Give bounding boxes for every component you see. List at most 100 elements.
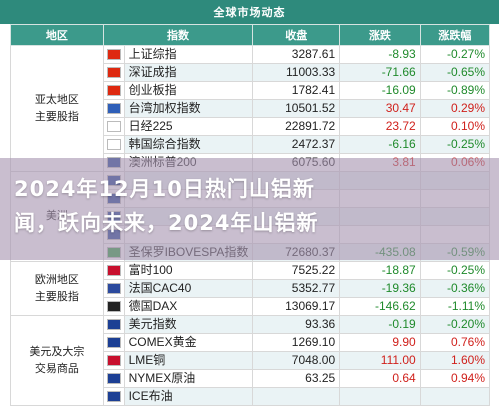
close-value: 2472.37: [252, 135, 341, 154]
region-cell: 亚太地区 主要股指: [10, 45, 104, 172]
index-name: 法国CAC40: [123, 279, 254, 298]
table-row: 深证成指 11003.33 -71.66 -0.65%: [11, 63, 491, 82]
region-line-1: 亚太地区: [34, 93, 79, 106]
flag-cell: [102, 315, 125, 334]
table-row: NYMEX原油 63.25 0.64 0.94%: [11, 369, 491, 388]
change-value: -19.36: [339, 279, 421, 298]
pct-value: -0.36%: [419, 279, 491, 298]
index-name: LME铜: [123, 351, 254, 370]
change-value: -0.19: [339, 315, 421, 334]
flag-icon: [106, 373, 121, 385]
flag-cell: [102, 135, 125, 154]
flag-cell: [102, 297, 125, 316]
header-pct: 涨跌幅: [419, 24, 491, 46]
close-value: 10501.52: [252, 99, 341, 118]
flag-cell: [102, 261, 125, 280]
change-value: -6.16: [339, 135, 421, 154]
flag-icon: [106, 49, 121, 61]
pct-value: -0.27%: [419, 45, 491, 64]
flag-icon: [106, 121, 121, 133]
header-region: 地区: [10, 24, 104, 46]
change-value: [339, 387, 421, 406]
table-row: LME铜 7048.00 111.00 1.60%: [11, 351, 491, 370]
index-name: 富时100: [123, 261, 254, 280]
flag-cell: [102, 369, 125, 388]
flag-icon: [106, 319, 121, 331]
pct-value: [419, 387, 491, 406]
pct-value: 0.10%: [419, 117, 491, 136]
pct-value: -0.89%: [419, 81, 491, 100]
close-value: 11003.33: [252, 63, 341, 82]
headline-line-1: 2024年12月10日热门山铝新: [14, 177, 315, 201]
close-value: 1782.41: [252, 81, 341, 100]
index-name: ICE布油: [123, 387, 254, 406]
table-row: COMEX黄金 1269.10 9.90 0.76%: [11, 333, 491, 352]
index-name: 韩国综合指数: [123, 135, 254, 154]
header-change: 涨跌: [339, 24, 421, 46]
close-value: 7048.00: [252, 351, 341, 370]
header-index: 指数: [102, 24, 254, 46]
pct-value: -0.20%: [419, 315, 491, 334]
close-value: 93.36: [252, 315, 341, 334]
index-name: NYMEX原油: [123, 369, 254, 388]
change-value: 30.47: [339, 99, 421, 118]
flag-cell: [102, 333, 125, 352]
table-row: 法国CAC40 5352.77 -19.36 -0.36%: [11, 279, 491, 298]
flag-cell: [102, 351, 125, 370]
table-row: 欧洲地区 主要股指 富时100 7525.22 -18.87 -0.25%: [10, 261, 491, 316]
headline-line-2: 闻，跃向未来，2024年山铝新: [14, 211, 319, 235]
table-title: 全球市场动态: [0, 0, 499, 24]
close-value: 1269.10: [252, 333, 341, 352]
index-name: 深证成指: [123, 63, 254, 82]
region-line-1: 欧洲地区: [34, 273, 79, 286]
flag-icon: [106, 85, 121, 97]
table-row: 韩国综合指数 2472.37 -6.16 -0.25%: [11, 135, 491, 154]
flag-cell: [102, 45, 125, 64]
flag-icon: [106, 337, 121, 349]
close-value: 3287.61: [252, 45, 341, 64]
close-value: 5352.77: [252, 279, 341, 298]
flag-cell: [102, 117, 125, 136]
index-name: 美元指数: [123, 315, 254, 334]
table-row: ICE布油: [11, 387, 491, 406]
flag-cell: [102, 81, 125, 100]
close-value: 22891.72: [252, 117, 341, 136]
table-row: 台湾加权指数 10501.52 30.47 0.29%: [11, 99, 491, 118]
index-name: 台湾加权指数: [123, 99, 254, 118]
change-value: -16.09: [339, 81, 421, 100]
pct-value: 0.94%: [419, 369, 491, 388]
index-name: 德国DAX: [123, 297, 254, 316]
flag-cell: [102, 63, 125, 82]
flag-icon: [106, 139, 121, 151]
pct-value: 0.76%: [419, 333, 491, 352]
pct-value: 1.60%: [419, 351, 491, 370]
table-row: 亚太地区 主要股指 上证综指 3287.61 -8.93 -0.27%: [10, 45, 491, 172]
header-row: 地区 指数 收盘 涨跌 涨跌幅: [10, 24, 491, 46]
change-value: -146.62: [339, 297, 421, 316]
region-line-2: 交易商品: [34, 362, 79, 375]
headline: 2024年12月10日热门山铝新 闻，跃向未来，2024年山铝新: [14, 172, 499, 240]
flag-icon: [106, 103, 121, 115]
change-value: -8.93: [339, 45, 421, 64]
flag-icon: [106, 355, 121, 367]
pct-value: -1.11%: [419, 297, 491, 316]
change-value: -18.87: [339, 261, 421, 280]
region-cell: 美元及大宗 交易商品: [10, 315, 104, 406]
region-cell: 欧洲地区 主要股指: [10, 261, 104, 316]
index-name: 日经225: [123, 117, 254, 136]
close-value: 7525.22: [252, 261, 341, 280]
region-line-2: 主要股指: [34, 110, 79, 123]
table-row: 创业板指 1782.41 -16.09 -0.89%: [11, 81, 491, 100]
flag-cell: [102, 279, 125, 298]
region-line-1: 美元及大宗: [29, 345, 85, 358]
close-value: 13069.17: [252, 297, 341, 316]
pct-value: 0.29%: [419, 99, 491, 118]
index-name: COMEX黄金: [123, 333, 254, 352]
index-name: 上证综指: [123, 45, 254, 64]
table-row: 美元及大宗 交易商品 美元指数 93.36 -0.19 -0.20%: [10, 315, 491, 406]
flag-icon: [106, 283, 121, 295]
index-name: 创业板指: [123, 81, 254, 100]
flag-icon: [106, 265, 121, 277]
close-value: 63.25: [252, 369, 341, 388]
